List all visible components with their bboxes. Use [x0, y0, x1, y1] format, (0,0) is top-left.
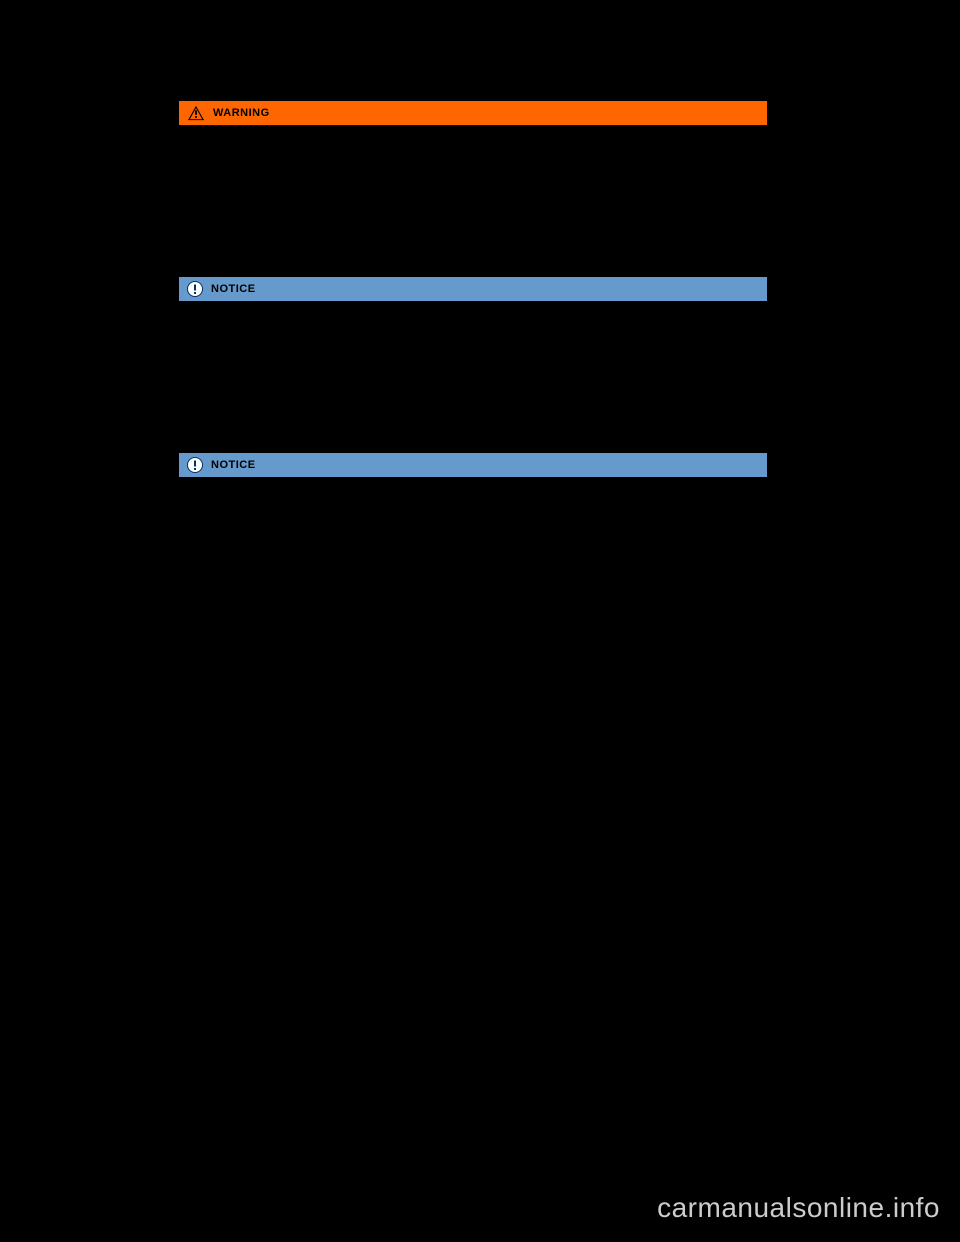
watermark: carmanualsonline.info — [657, 1192, 940, 1224]
alert-circle-icon — [187, 281, 203, 297]
warning-label: WARNING — [213, 107, 270, 119]
alert-circle-icon — [187, 457, 203, 473]
notice-label-2: NOTICE — [211, 459, 256, 471]
notice-callout-2: NOTICE — [178, 452, 768, 478]
notice-callout-1: NOTICE — [178, 276, 768, 302]
alert-triangle-icon — [187, 105, 205, 121]
notice-label-1: NOTICE — [211, 283, 256, 295]
warning-callout: WARNING — [178, 100, 768, 126]
page-content: WARNING NOTICE NOTICE — [178, 100, 768, 478]
